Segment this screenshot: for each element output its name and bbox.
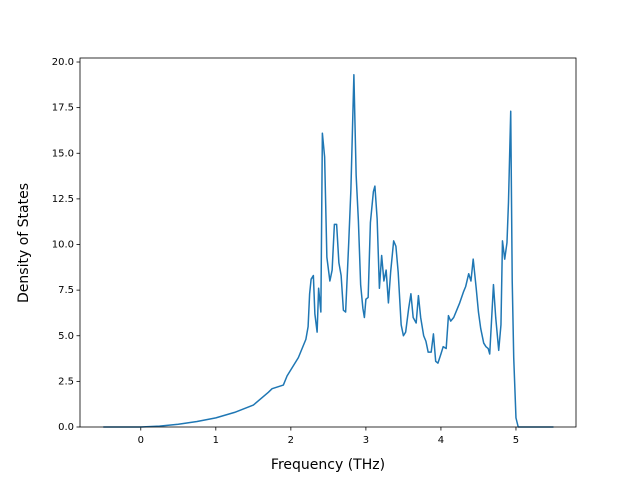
y-tick-label: 2.5: [58, 376, 74, 387]
y-tick-label: 5.0: [58, 331, 74, 342]
y-tick-label: 17.5: [52, 103, 74, 114]
y-tick-label: 20.0: [52, 57, 74, 68]
y-tick-label: 7.5: [58, 285, 74, 296]
x-axis-title: Frequency (THz): [271, 457, 385, 473]
plot-frame: [79, 57, 577, 428]
x-tick-label: 4: [438, 435, 444, 446]
y-tick-label: 15.0: [52, 148, 74, 159]
x-tick-label: 5: [513, 435, 519, 446]
y-axis-title: Density of States: [16, 183, 32, 303]
y-tick-label: 0.0: [58, 422, 74, 433]
y-tick-label: 10.0: [52, 240, 74, 251]
x-tick-label: 1: [213, 435, 219, 446]
y-tick-label: 12.5: [52, 194, 74, 205]
x-tick-label: 2: [288, 435, 294, 446]
x-tick-label: 3: [363, 435, 369, 446]
x-tick-label: 0: [138, 435, 144, 446]
line-series: [103, 74, 554, 428]
